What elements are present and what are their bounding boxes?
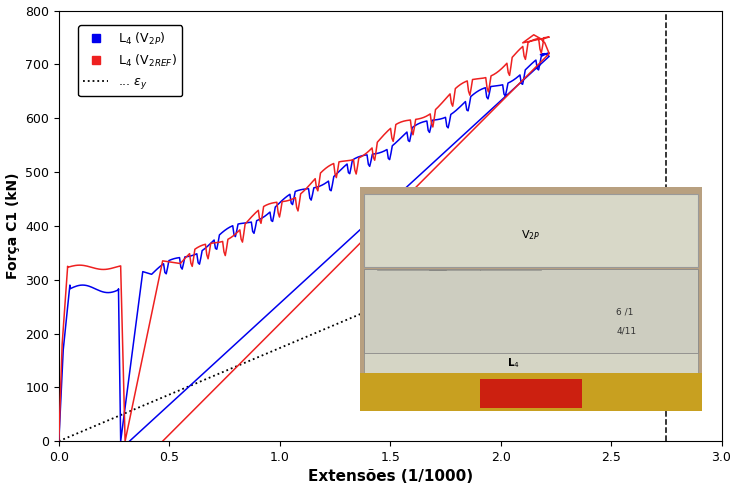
Y-axis label: Força C1 (kN): Força C1 (kN) [6,172,20,279]
Legend: L$_4$ (V$_{2P}$), L$_4$ (V$_{2REF}$), ... $\varepsilon_y$: L$_4$ (V$_{2P}$), L$_4$ (V$_{2REF}$), ..… [78,25,182,96]
X-axis label: Extensões (1/1000): Extensões (1/1000) [307,469,472,485]
